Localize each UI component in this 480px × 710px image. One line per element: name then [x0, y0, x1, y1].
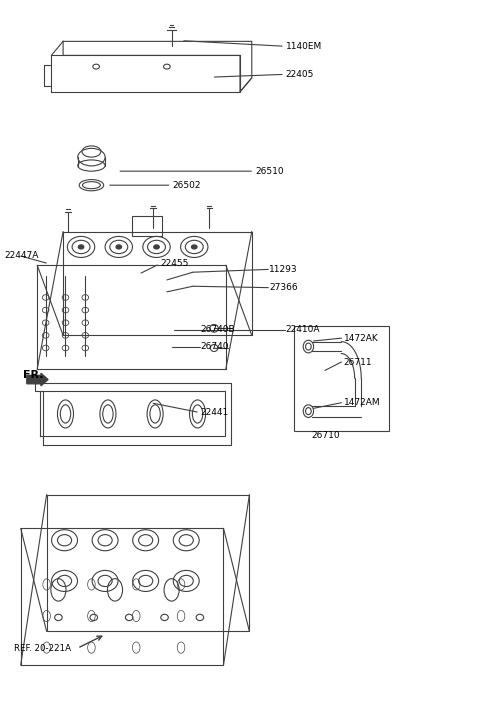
Ellipse shape	[116, 245, 121, 249]
Text: 1472AM: 1472AM	[344, 398, 380, 408]
Text: 1140EM: 1140EM	[286, 42, 322, 51]
Text: 26710: 26710	[312, 431, 340, 440]
Text: 26740: 26740	[201, 342, 229, 351]
Ellipse shape	[78, 245, 84, 249]
Text: 22441: 22441	[201, 408, 229, 417]
Text: 27366: 27366	[269, 283, 298, 292]
Text: 26711: 26711	[344, 358, 372, 366]
Text: 22447A: 22447A	[4, 251, 38, 260]
Bar	[294, 325, 389, 431]
Text: 26740B: 26740B	[201, 325, 236, 334]
Text: 22405: 22405	[286, 70, 314, 79]
Text: 11293: 11293	[269, 265, 298, 274]
Text: REF. 20-221A: REF. 20-221A	[13, 644, 71, 652]
Text: 22410A: 22410A	[286, 325, 320, 334]
Ellipse shape	[192, 245, 197, 249]
Text: 26510: 26510	[255, 167, 284, 175]
Bar	[132, 216, 162, 236]
Text: FR.: FR.	[23, 370, 44, 380]
Text: 1472AK: 1472AK	[344, 334, 379, 343]
FancyArrow shape	[27, 373, 48, 386]
Text: 26502: 26502	[172, 181, 201, 190]
Ellipse shape	[154, 245, 159, 249]
Text: 22455: 22455	[161, 259, 189, 268]
